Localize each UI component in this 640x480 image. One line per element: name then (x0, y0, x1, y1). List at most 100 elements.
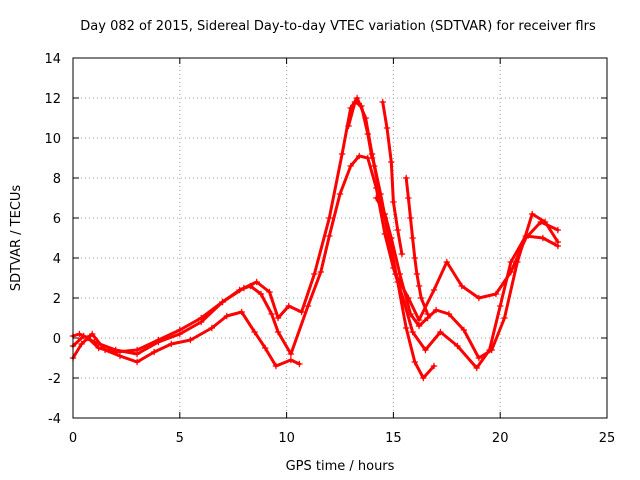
data-point-marker (274, 314, 282, 322)
data-point-marker (238, 308, 245, 316)
data-series (69, 94, 562, 382)
data-point-marker (403, 174, 410, 182)
data-point-marker (257, 290, 265, 298)
data-point-marker (381, 210, 389, 218)
data-point-marker (373, 194, 380, 202)
data-point-marker (475, 294, 483, 302)
data-point-marker (460, 326, 468, 334)
series-track-8 (403, 174, 431, 318)
data-point-marker (287, 350, 295, 358)
data-point-marker (287, 356, 295, 364)
data-point-marker (445, 310, 453, 318)
x-tick-label: 25 (599, 431, 616, 446)
plot-frame (72, 57, 608, 419)
data-point-marker (368, 154, 376, 162)
data-point-marker (379, 98, 386, 106)
data-point-marker (415, 322, 423, 330)
x-tick-label: 5 (176, 431, 184, 446)
data-point-marker (133, 358, 141, 366)
data-point-marker (268, 310, 275, 318)
series-track-5 (373, 194, 562, 362)
data-point-marker (168, 340, 175, 348)
data-point-marker (407, 310, 414, 318)
data-point-marker (101, 346, 109, 354)
data-point-marker (417, 294, 425, 302)
data-point-marker (554, 238, 562, 246)
data-point-marker (338, 150, 346, 158)
series-line (381, 100, 404, 256)
x-tick-label: 0 (69, 431, 77, 446)
data-point-marker (409, 328, 416, 336)
data-point-marker (507, 268, 515, 276)
data-point-marker (388, 158, 395, 166)
data-point-marker (501, 314, 508, 322)
data-point-marker (356, 152, 363, 160)
data-point-marker (304, 302, 312, 310)
data-point-marker (432, 306, 440, 314)
series-line (71, 154, 560, 370)
data-point-marker (317, 268, 324, 276)
series-track-6 (345, 98, 376, 162)
data-point-marker (347, 162, 354, 170)
data-point-marker (89, 330, 96, 338)
data-point-marker (296, 360, 303, 368)
y-tick-label: 6 (53, 212, 61, 227)
data-point-marker (187, 336, 194, 344)
y-tick-labels: -4 -2 0 2 4 6 8 10 12 14 (44, 52, 61, 427)
data-point-marker (529, 210, 536, 218)
data-point-marker (424, 310, 431, 318)
x-tick-label: 15 (385, 431, 402, 446)
y-tick-label: 4 (53, 252, 61, 267)
data-point-marker (208, 324, 216, 332)
data-point-marker (80, 332, 87, 340)
series-line (370, 152, 436, 380)
data-point-marker (266, 288, 273, 296)
x-tick-labels: 0 5 10 15 20 25 (69, 431, 615, 446)
chart-title: Day 082 of 2015, Sidereal Day-to-day VTE… (80, 19, 596, 34)
data-point-marker (398, 250, 406, 258)
data-point-marker (388, 234, 395, 242)
y-axis-label: SDTVAR / TECUs (9, 185, 24, 292)
data-point-marker (405, 194, 412, 202)
data-point-marker (377, 190, 384, 198)
data-point-marker (326, 232, 333, 240)
data-point-marker (78, 340, 85, 348)
y-tick-label: 14 (44, 52, 61, 67)
data-point-marker (415, 282, 423, 290)
data-point-marker (116, 352, 124, 360)
y-tick-label: -2 (48, 372, 61, 387)
y-tick-label: 12 (44, 92, 61, 107)
data-point-marker (262, 344, 269, 352)
data-point-marker (150, 348, 158, 356)
data-point-marker (458, 282, 465, 290)
data-point-marker (394, 226, 401, 234)
data-point-marker (358, 102, 365, 110)
data-point-marker (219, 298, 226, 306)
axis-ticks (72, 57, 608, 419)
data-point-marker (272, 362, 280, 370)
data-point-marker (403, 324, 410, 332)
data-point-marker (437, 328, 444, 336)
data-point-marker (396, 270, 404, 278)
data-point-marker (285, 302, 292, 310)
data-point-marker (112, 346, 119, 354)
data-point-marker (176, 330, 183, 338)
data-point-marker (155, 338, 162, 346)
data-point-marker (336, 190, 344, 198)
data-point-marker (91, 338, 98, 346)
y-tick-label: 2 (53, 292, 61, 307)
data-point-marker (492, 290, 500, 298)
data-point-marker (497, 302, 504, 310)
data-point-marker (197, 318, 205, 326)
data-point-marker (345, 122, 352, 130)
data-point-marker (407, 214, 414, 222)
y-tick-label: 10 (44, 132, 61, 147)
data-point-marker (409, 234, 416, 242)
data-point-marker (364, 130, 371, 138)
data-point-marker (311, 270, 318, 278)
x-tick-label: 10 (278, 431, 295, 446)
data-point-marker (133, 350, 141, 358)
data-point-marker (539, 234, 547, 242)
